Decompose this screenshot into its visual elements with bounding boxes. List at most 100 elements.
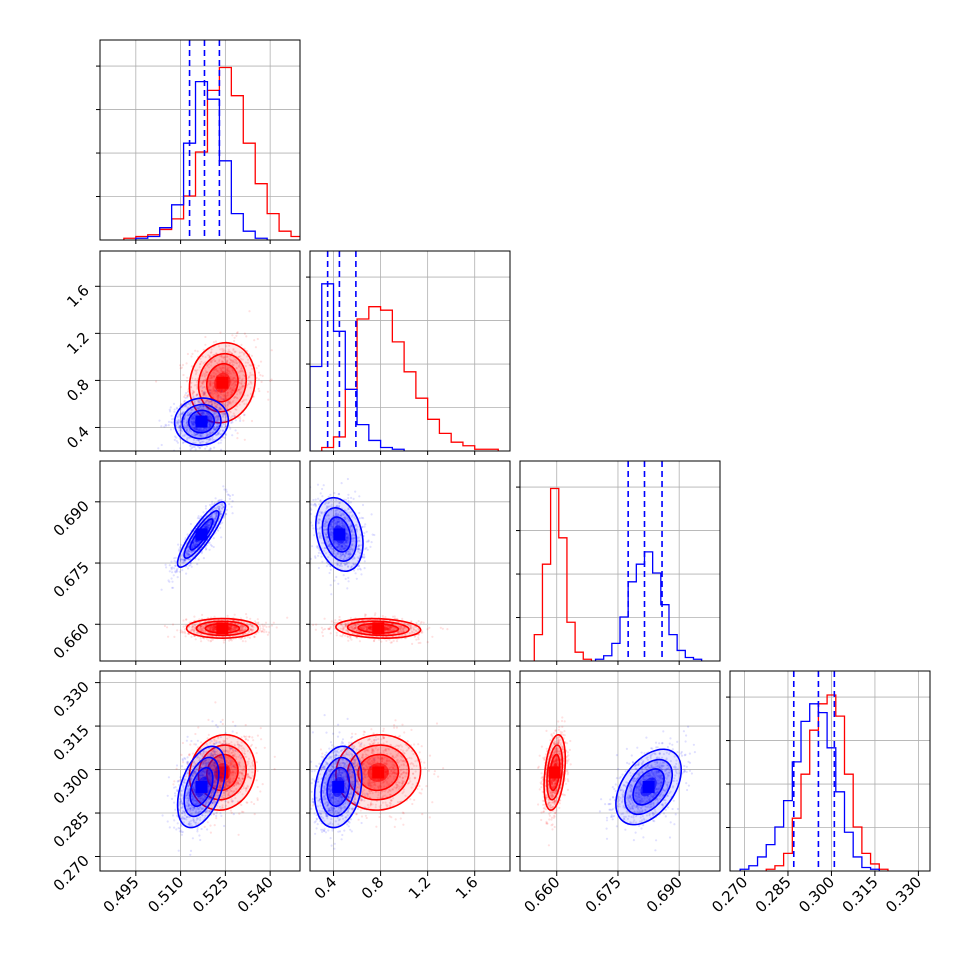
sample-point — [185, 425, 188, 428]
sample-point — [410, 620, 413, 623]
sample-point — [178, 429, 182, 432]
marginal-panel-2 — [516, 460, 721, 662]
sample-point — [226, 391, 229, 394]
sample-point — [249, 380, 252, 383]
sample-point — [233, 358, 236, 361]
sample-point — [217, 422, 220, 426]
sample-point — [235, 367, 238, 370]
sample-point — [208, 362, 211, 366]
sample-point — [209, 447, 212, 450]
sample-point — [193, 445, 196, 449]
sample-point — [222, 356, 225, 359]
sample-point — [202, 393, 205, 396]
sample-point — [217, 431, 221, 434]
sample-point — [193, 432, 196, 435]
sample-point — [223, 358, 227, 361]
sample-point — [202, 427, 206, 430]
sample-point — [194, 543, 197, 547]
sample-point — [195, 433, 198, 436]
sample-point — [216, 394, 220, 397]
sample-point — [214, 517, 217, 520]
sample-point — [238, 388, 241, 391]
sample-point — [198, 427, 201, 431]
sample-point — [192, 423, 195, 426]
sample-point — [226, 369, 229, 372]
sample-point — [255, 367, 258, 370]
sample-point — [210, 400, 213, 403]
sample-point — [193, 629, 196, 632]
sample-point — [207, 438, 210, 441]
sample-point — [209, 381, 212, 384]
sample-point — [256, 337, 259, 341]
sample-point — [217, 507, 220, 511]
sample-point — [231, 388, 234, 392]
sample-point — [210, 408, 213, 411]
sample-point — [204, 343, 207, 346]
sample-point — [222, 506, 225, 509]
sample-point — [206, 406, 209, 409]
sample-point — [211, 393, 214, 396]
panel-frame — [99, 250, 301, 452]
sample-point — [210, 389, 213, 392]
sample-point — [209, 424, 212, 427]
sample-point — [195, 393, 198, 396]
sample-point — [160, 425, 163, 428]
sample-point — [192, 445, 195, 449]
sample-point — [191, 626, 194, 629]
sample-point — [210, 424, 213, 427]
sample-point — [208, 415, 211, 418]
sample-point — [216, 421, 219, 424]
sample-point — [201, 627, 204, 630]
sample-point — [224, 638, 227, 641]
sample-point — [208, 627, 211, 630]
sample-point — [239, 629, 242, 632]
sample-point — [321, 487, 324, 491]
sample-point — [196, 380, 199, 384]
sample-point — [387, 625, 390, 628]
sample-point — [180, 558, 183, 561]
sample-point — [208, 355, 212, 358]
sample-point — [214, 427, 217, 430]
sample-point — [197, 428, 200, 431]
sample-point — [190, 629, 193, 632]
sample-point — [180, 403, 183, 406]
sample-point — [210, 377, 213, 380]
sample-point — [219, 429, 222, 432]
sample-point — [216, 415, 219, 418]
sample-point — [195, 427, 199, 431]
sample-point — [208, 420, 211, 423]
sample-point — [173, 635, 176, 639]
sample-point — [204, 356, 207, 359]
sample-point — [205, 433, 209, 436]
sample-point — [187, 406, 190, 409]
sample-point — [228, 402, 231, 405]
sample-point — [347, 639, 350, 642]
sample-point — [373, 614, 376, 617]
joint-panel-0-1 — [99, 250, 301, 452]
sample-point — [242, 629, 245, 632]
sample-point — [248, 310, 251, 313]
sample-point — [233, 626, 236, 629]
sample-point — [232, 389, 235, 392]
sample-point — [191, 422, 194, 425]
sample-point — [209, 384, 212, 388]
sample-point — [259, 360, 263, 363]
sample-point — [210, 348, 213, 351]
sample-point — [235, 334, 238, 337]
sample-point — [250, 381, 253, 384]
sample-point — [191, 425, 194, 428]
sample-point — [241, 626, 244, 629]
sample-point — [172, 574, 175, 577]
sample-point — [218, 505, 221, 508]
sample-point — [229, 375, 232, 379]
sample-point — [206, 399, 209, 402]
sample-point — [346, 635, 349, 638]
sample-point — [239, 629, 242, 633]
sample-point — [203, 390, 206, 394]
sample-point — [202, 627, 205, 630]
sample-point — [261, 374, 264, 377]
sample-point — [179, 555, 182, 558]
sample-point — [228, 401, 231, 404]
sample-point — [206, 399, 209, 402]
sample-point — [252, 626, 255, 629]
